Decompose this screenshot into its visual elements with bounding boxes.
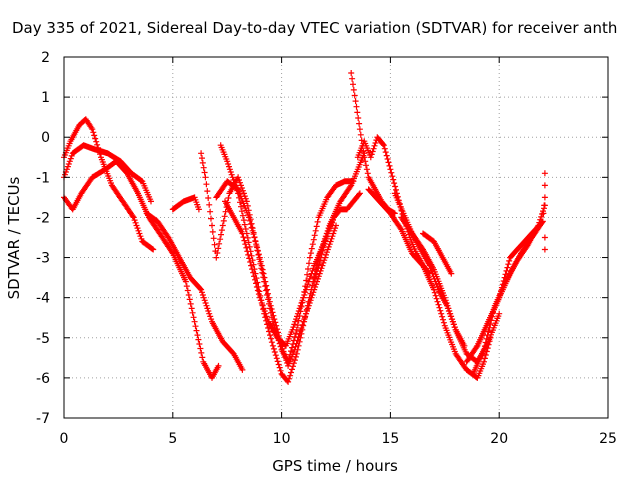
- y-tick-label: -1: [36, 170, 50, 186]
- y-tick-label: 0: [41, 130, 50, 146]
- series-trace-j: [311, 190, 363, 285]
- y-tick-label: 1: [41, 90, 50, 106]
- series-markers: [169, 194, 202, 213]
- series-markers: [213, 178, 339, 369]
- axis-ticks: 0 5 10 15 20 25 -7 -6 -5 -4 -3 -2 -1 0 1 2: [36, 50, 617, 447]
- y-tick-label: 2: [41, 50, 50, 66]
- series-trace-t: [541, 170, 548, 253]
- series-markers: [420, 230, 455, 277]
- x-tick-label: 25: [599, 431, 617, 447]
- series-trace-p: [420, 230, 455, 277]
- y-tick-label: -5: [36, 331, 50, 347]
- x-axis-label: GPS time / hours: [272, 457, 398, 475]
- y-tick-label: -4: [36, 291, 50, 307]
- data-points: [61, 70, 548, 385]
- y-tick-label: -7: [36, 411, 50, 427]
- series-markers: [541, 170, 548, 253]
- x-tick-label: 5: [168, 431, 177, 447]
- series-trace-m: [365, 186, 494, 381]
- y-tick-label: -3: [36, 251, 50, 267]
- y-tick-label: -6: [36, 371, 50, 387]
- series-trace-d: [143, 210, 246, 373]
- series-markers: [365, 186, 494, 381]
- plot-frame: [63, 56, 609, 419]
- series-markers: [311, 190, 363, 285]
- x-tick-label: 20: [490, 431, 508, 447]
- series-markers: [143, 210, 246, 373]
- series-markers: [391, 190, 468, 349]
- series-trace-o: [391, 190, 468, 349]
- series-markers: [474, 194, 548, 349]
- x-tick-label: 15: [381, 431, 399, 447]
- series-trace-s: [474, 194, 548, 349]
- y-axis-label: SDTVAR / TECUs: [5, 176, 23, 299]
- chart-title: Day 335 of 2021, Sidereal Day-to-day VTE…: [12, 19, 617, 37]
- x-tick-label: 10: [273, 431, 291, 447]
- x-tick-label: 0: [60, 431, 69, 447]
- y-tick-label: -2: [36, 210, 50, 226]
- series-trace-h: [213, 178, 339, 369]
- series-trace-e: [169, 194, 202, 213]
